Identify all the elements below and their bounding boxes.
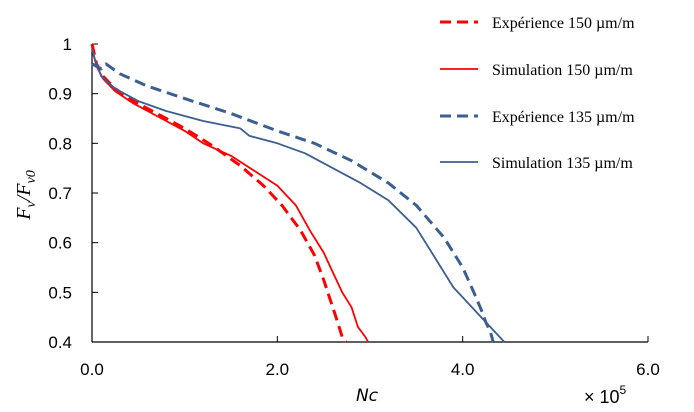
series-line-3 bbox=[91, 62, 495, 343]
y-tick-label: 0.5 bbox=[48, 283, 72, 302]
y-tick-label: 0.7 bbox=[48, 184, 72, 203]
x-tick-label: 0.0 bbox=[80, 360, 104, 379]
axes bbox=[91, 43, 649, 343]
x-tick-label: 6.0 bbox=[636, 360, 660, 379]
y-label-main-2: F bbox=[13, 183, 35, 197]
x-multiplier-exp: 5 bbox=[620, 383, 627, 397]
y-tick-label: 0.4 bbox=[48, 333, 72, 352]
x-axis-label: Nc bbox=[356, 386, 379, 406]
series-lines bbox=[90, 43, 506, 343]
legend: Expérience 150 µm/m Simulation 150 µm/m Ex… bbox=[440, 15, 635, 172]
legend-label-3: Expérience 135 µm/m bbox=[492, 109, 635, 126]
x-tick-label: 4.0 bbox=[451, 360, 475, 379]
y-tick-label: 0.9 bbox=[48, 85, 72, 104]
y-label-sub-1: v bbox=[24, 201, 39, 208]
y-tick-label: 0.8 bbox=[48, 134, 72, 153]
legend-label-1: Expérience 150 µm/m bbox=[492, 15, 635, 32]
x-multiplier-base: × 10 bbox=[584, 387, 620, 407]
x-multiplier: × 105 bbox=[584, 383, 627, 407]
y-label-sub-2: v0 bbox=[24, 170, 39, 183]
y-label-main-1: F bbox=[13, 207, 35, 221]
y-axis-label: Fv/Fv0 bbox=[13, 170, 39, 220]
legend-label-4: Simulation 135 µm/m bbox=[492, 155, 633, 172]
y-label-slash: / bbox=[13, 193, 35, 202]
series-line-4 bbox=[91, 48, 506, 343]
series-line-1 bbox=[90, 43, 348, 343]
y-tick-label: 0.6 bbox=[48, 234, 72, 253]
y-tick-label: 1 bbox=[63, 35, 72, 54]
x-tick-label: 2.0 bbox=[266, 360, 290, 379]
legend-label-2: Simulation 150 µm/m bbox=[492, 62, 633, 79]
tick-labels: 0.0 2.0 4.0 6.0 0.4 0.5 0.6 0.7 0.8 0.9 1 bbox=[48, 35, 659, 379]
series-line-2 bbox=[91, 48, 369, 343]
